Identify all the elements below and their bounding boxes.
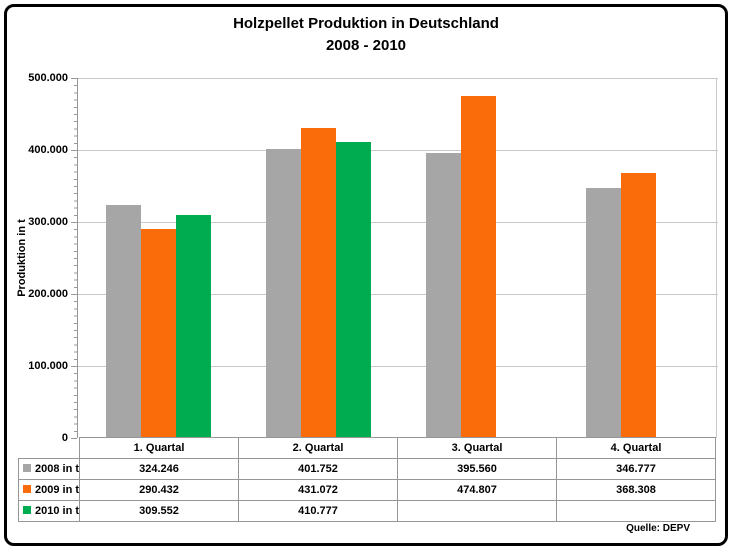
- value-cell: 346.777: [556, 458, 717, 480]
- legend-label: 2010 in t: [35, 505, 80, 517]
- category-header-cell: 2. Quartal: [238, 437, 399, 459]
- category-header-cell: 4. Quartal: [556, 437, 717, 459]
- chart-data-table: 1. Quartal 2. Quartal 3. Quartal 4. Quartal…: [17, 437, 717, 522]
- value-cell: 309.552: [79, 500, 240, 522]
- legend-swatch-icon: [23, 506, 31, 515]
- gridline: [78, 78, 718, 79]
- bar-2010-q2: [335, 142, 371, 438]
- y-tick-label: 500.000: [28, 72, 68, 84]
- table-row: 2009 in t 290.432 431.072 474.807 368.308: [17, 479, 717, 501]
- legend-cell: 2010 in t: [17, 500, 81, 522]
- value-cell: 395.560: [397, 458, 558, 480]
- source-note: Quelle: DEPV: [626, 523, 690, 534]
- table-corner-spacer: [19, 438, 80, 459]
- legend-swatch-icon: [23, 464, 31, 473]
- table-row: 2010 in t 309.552 410.777: [17, 500, 717, 522]
- category-header-cell: 3. Quartal: [397, 437, 558, 459]
- y-axis-minor-ticks: [74, 78, 77, 439]
- y-tick-label: 0: [61, 432, 68, 444]
- plot-area: [77, 78, 718, 438]
- value-cell: [556, 500, 717, 522]
- chart-title-block: Holzpellet Produktion in Deutschland 200…: [0, 13, 732, 57]
- gridline: [78, 294, 718, 295]
- bar-2010-q1: [175, 215, 211, 438]
- bar-2009-q4: [620, 173, 656, 438]
- legend-label: 2008 in t: [35, 463, 80, 475]
- bar-2009-q3: [460, 96, 496, 438]
- y-axis-tick-labels: 500.000 400.000 300.000 200.000 100.000 0: [6, 72, 68, 444]
- value-cell: 401.752: [238, 458, 399, 480]
- table-row: 2008 in t 324.246 401.752 395.560 346.777: [17, 458, 717, 480]
- y-tick-label: 100.000: [28, 360, 68, 372]
- bar-2008-q1: [105, 205, 141, 438]
- y-tick-label: 300.000: [28, 216, 68, 228]
- category-header-cell: 1. Quartal: [79, 437, 240, 459]
- bar-2009-q2: [300, 128, 336, 438]
- gridline: [78, 366, 718, 367]
- chart-outer-border: [4, 4, 728, 546]
- y-tick-label: 400.000: [28, 144, 68, 156]
- plot-right-border: [716, 78, 717, 438]
- legend-cell: 2008 in t: [17, 458, 81, 480]
- value-cell: 324.246: [79, 458, 240, 480]
- value-cell: 431.072: [238, 479, 399, 501]
- gridline: [78, 150, 718, 151]
- value-cell: [397, 500, 558, 522]
- y-tick-label: 200.000: [28, 288, 68, 300]
- gridline: [78, 222, 718, 223]
- value-cell: 474.807: [397, 479, 558, 501]
- chart-subtitle: 2008 - 2010: [325, 37, 407, 54]
- bar-2008-q3: [425, 153, 461, 438]
- value-cell: 290.432: [79, 479, 240, 501]
- value-cell: 368.308: [556, 479, 717, 501]
- bar-2008-q4: [585, 188, 621, 438]
- value-cell: 410.777: [238, 500, 399, 522]
- bar-2008-q2: [265, 149, 301, 438]
- chart-title: Holzpellet Produktion in Deutschland: [233, 15, 499, 32]
- bar-2009-q1: [140, 229, 176, 438]
- legend-swatch-icon: [23, 485, 31, 494]
- legend-label: 2009 in t: [35, 484, 80, 496]
- legend-cell: 2009 in t: [17, 479, 81, 501]
